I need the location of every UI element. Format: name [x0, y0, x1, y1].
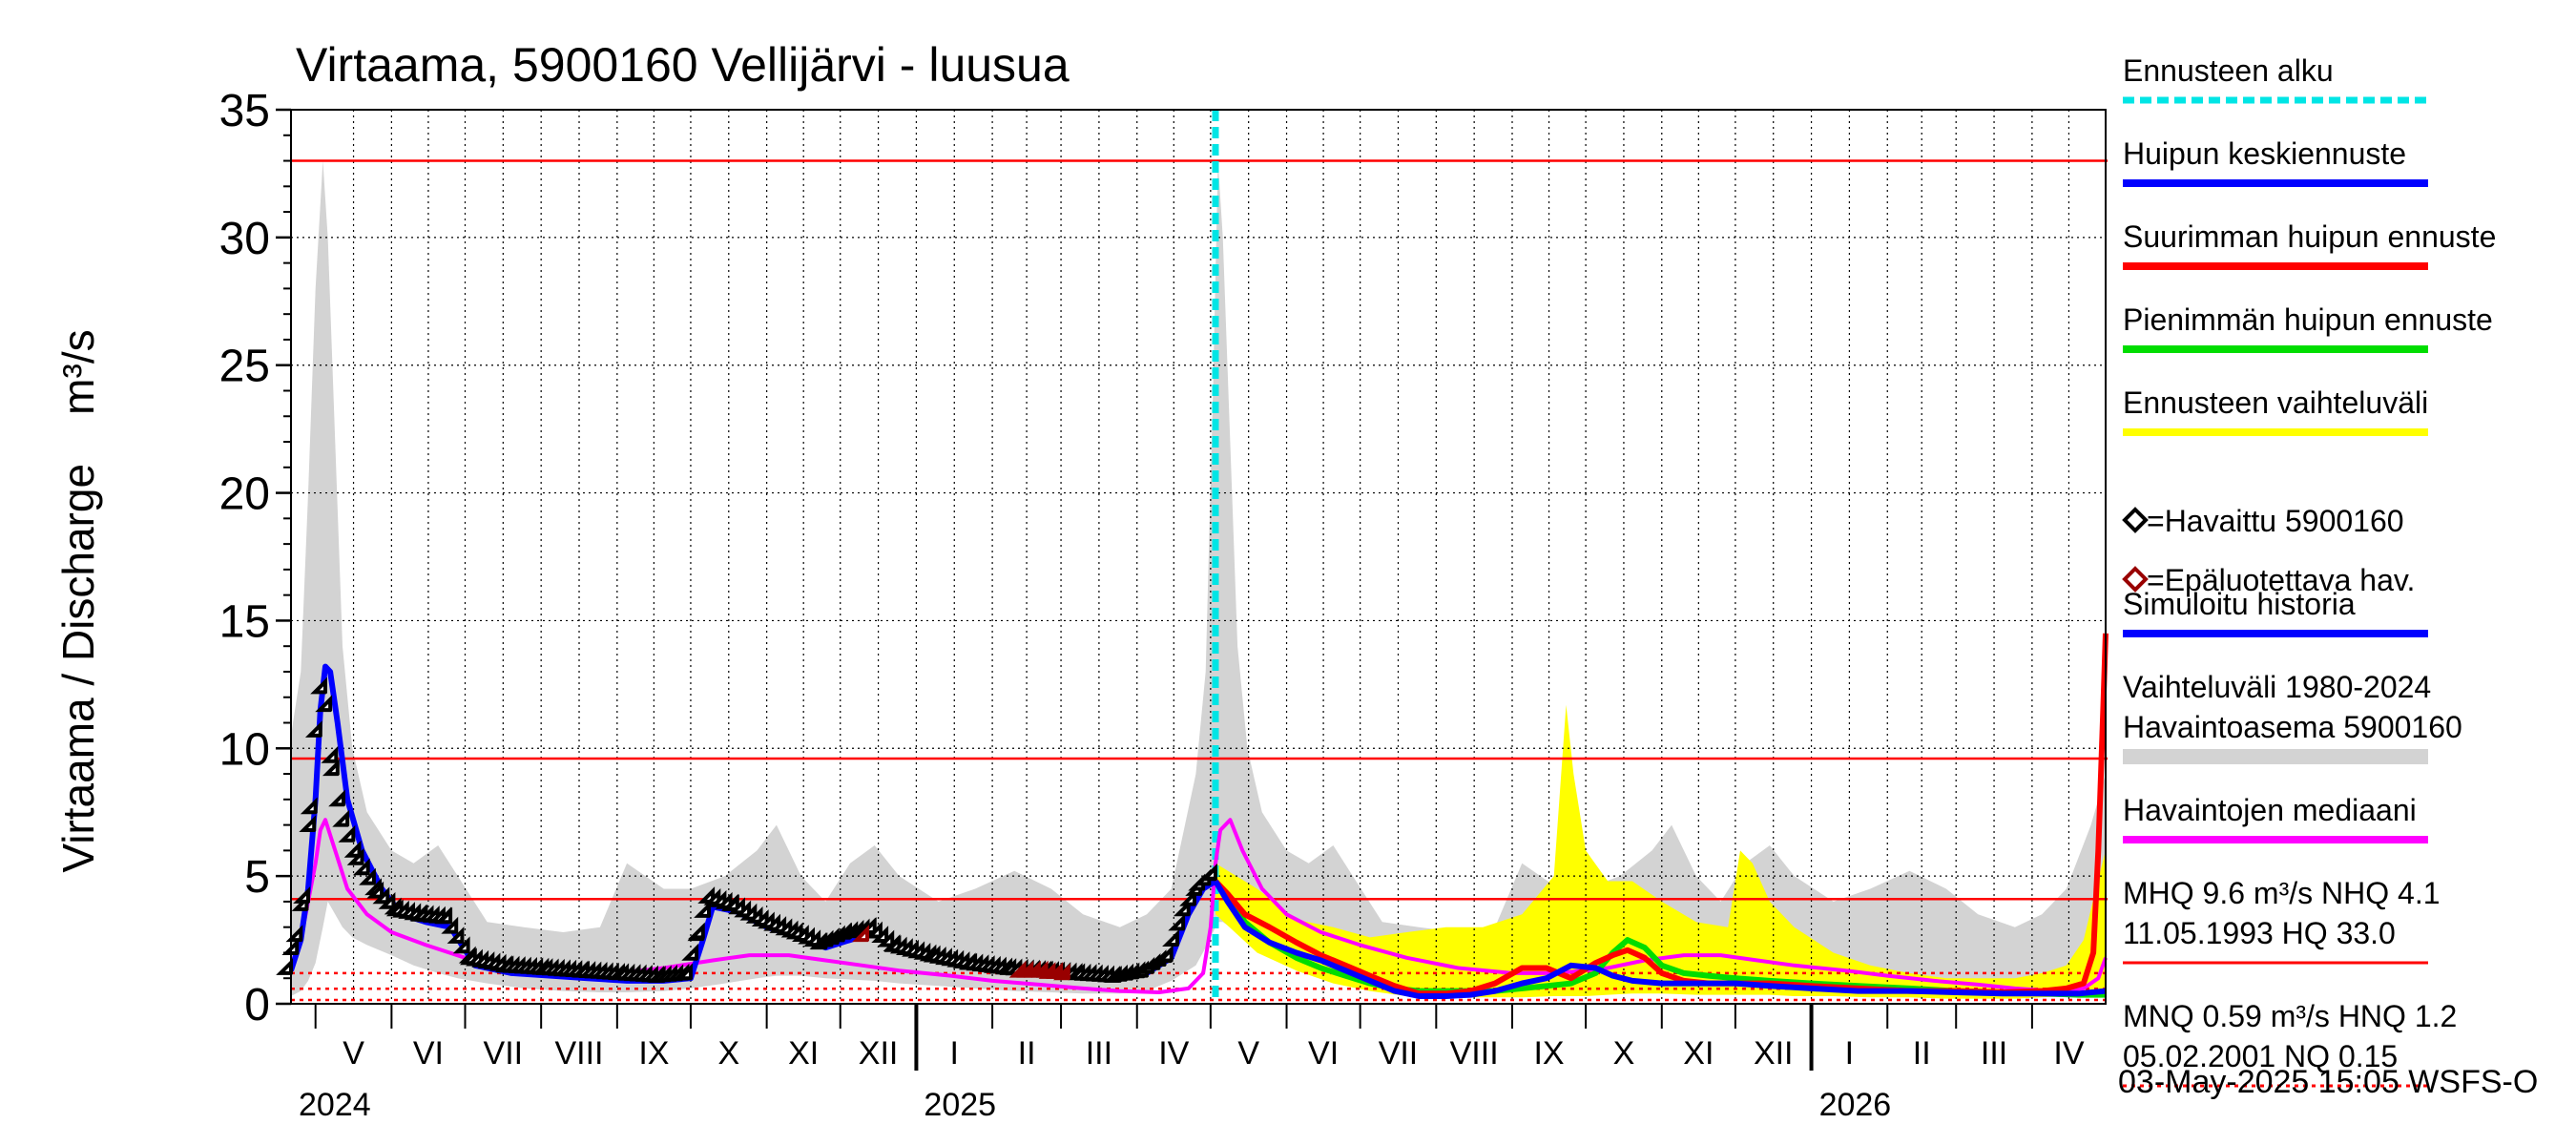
plot-frame	[290, 109, 2107, 1005]
observed-marker	[315, 695, 333, 713]
legend-item-5-label: =Havaittu 5900160	[2147, 504, 2404, 538]
month-label: XII	[859, 1035, 899, 1072]
forecast-range-band	[1215, 704, 2106, 999]
unreliable-marker	[852, 925, 870, 943]
month-label: VII	[1379, 1035, 1419, 1072]
observed-marker	[1200, 863, 1218, 881]
observed-marker	[1162, 929, 1179, 947]
month-label: XI	[1683, 1035, 1714, 1072]
observed-marker	[675, 963, 694, 981]
observed-marker	[352, 858, 370, 876]
month-label: VI	[413, 1035, 444, 1072]
y-tick-label: 30	[219, 214, 270, 264]
observed-marker	[1173, 899, 1191, 917]
legend-item-10-label: MHQ 9.6 m³/s NHQ 4.1	[2123, 876, 2441, 910]
y-tick-label: 25	[219, 342, 270, 392]
historical-range-band	[291, 160, 2106, 996]
legend-item-0-label: Ennusteen alku	[2123, 53, 2334, 88]
observed-marker	[441, 916, 459, 934]
observed-marker	[299, 815, 317, 833]
observed-marker	[321, 745, 339, 763]
month-label: X	[1613, 1035, 1635, 1072]
observed-marker	[293, 886, 311, 904]
year-label: 2026	[1819, 1087, 1892, 1123]
month-label: VIII	[554, 1035, 603, 1072]
series-line-0	[289, 818, 2108, 994]
y-tick-label: 35	[219, 86, 270, 136]
month-label: IV	[2053, 1035, 2084, 1072]
legend-item-10-label2: 11.05.1993 HQ 33.0	[2123, 916, 2396, 950]
legend-item-2-label: Suurimman huipun ennuste	[2123, 219, 2496, 254]
month-label: VI	[1308, 1035, 1339, 1072]
observed-marker	[322, 759, 340, 777]
series-line-4	[1213, 879, 2107, 999]
month-label: V	[343, 1035, 364, 1072]
observed-marker	[359, 867, 376, 885]
legend-item-8-label: Vaihteluväli 1980-2024	[2123, 670, 2431, 704]
observed-marker	[1155, 945, 1174, 963]
month-label: XII	[1754, 1035, 1794, 1072]
y-tick-label: 15	[219, 596, 270, 647]
observed-marker	[276, 958, 294, 975]
observed-marker	[300, 797, 318, 815]
y-axis-label: Virtaama / Discharge m³/s	[53, 329, 103, 872]
month-label: XI	[788, 1035, 819, 1072]
legend-item-11-label: MNQ 0.59 m³/s HNQ 1.2	[2123, 999, 2457, 1033]
legend-item-6-label: =Epäluotettava hav.	[2147, 563, 2415, 597]
observed-marker	[285, 925, 303, 943]
month-label: I	[1845, 1035, 1854, 1072]
month-label: X	[717, 1035, 739, 1072]
legend-item-3-label: Pienimmän huipun ennuste	[2123, 302, 2493, 337]
series-lines	[288, 633, 2109, 999]
observed-marker	[435, 906, 453, 925]
observed-marker	[328, 789, 346, 807]
legend-item-8-label2: Havaintoasema 5900160	[2123, 710, 2462, 744]
month-label: I	[950, 1035, 959, 1072]
y-tick-label: 20	[219, 469, 270, 520]
legend-item-9-label: Havaintojen mediaani	[2123, 793, 2417, 827]
observed-marker	[452, 936, 470, 954]
legend: Ennusteen alku Huipun keskiennuste Suurimm…	[2122, 53, 2496, 1088]
observed-marker	[687, 922, 705, 940]
year-label: 2025	[924, 1087, 996, 1123]
legend-item-1-label: Huipun keskiennuste	[2123, 136, 2406, 171]
observed-marker	[681, 943, 699, 961]
month-label: III	[1981, 1035, 2007, 1072]
y-tick-label: 5	[244, 852, 270, 903]
observed-marker	[338, 824, 356, 843]
month-label: IX	[1533, 1035, 1564, 1072]
chart-title: Virtaama, 5900160 Vellijärvi - luusua	[296, 38, 1070, 92]
month-label: II	[1913, 1035, 1931, 1072]
year-label: 2024	[299, 1087, 371, 1123]
legend-item-6-marker	[2122, 566, 2149, 593]
month-label: VIII	[1450, 1035, 1499, 1072]
y-tick-label: 10	[219, 724, 270, 775]
legend-item-11-label2: 05.02.2001 NQ 0.15	[2123, 1039, 2398, 1073]
y-tick-label: 0	[244, 980, 270, 1030]
legend-item-4-label: Ennusteen vaihteluväli	[2123, 385, 2428, 420]
month-label: VII	[484, 1035, 524, 1072]
observed-marker	[332, 809, 350, 827]
month-label: III	[1086, 1035, 1112, 1072]
footer-timestamp: 03-May-2025 15:05 WSFS-O	[2118, 1064, 2538, 1100]
observed-marker	[694, 901, 712, 918]
observed-marker	[1179, 888, 1196, 906]
observed-marker	[304, 720, 322, 738]
month-label: IV	[1158, 1035, 1189, 1072]
legend-item-5-marker	[2122, 507, 2149, 533]
legend-item-7-label: Simuloitu historia	[2123, 587, 2356, 621]
observation-markers	[276, 677, 1218, 983]
observed-marker	[346, 847, 364, 865]
grid-lines	[291, 110, 2106, 1004]
range-bands	[291, 160, 2106, 999]
month-label: IX	[638, 1035, 669, 1072]
month-label: II	[1018, 1035, 1036, 1072]
observed-marker	[1168, 913, 1186, 931]
observed-marker	[310, 677, 328, 695]
observed-marker	[447, 926, 465, 944]
unreliable-marker	[1052, 963, 1070, 981]
month-label: V	[1237, 1035, 1259, 1072]
